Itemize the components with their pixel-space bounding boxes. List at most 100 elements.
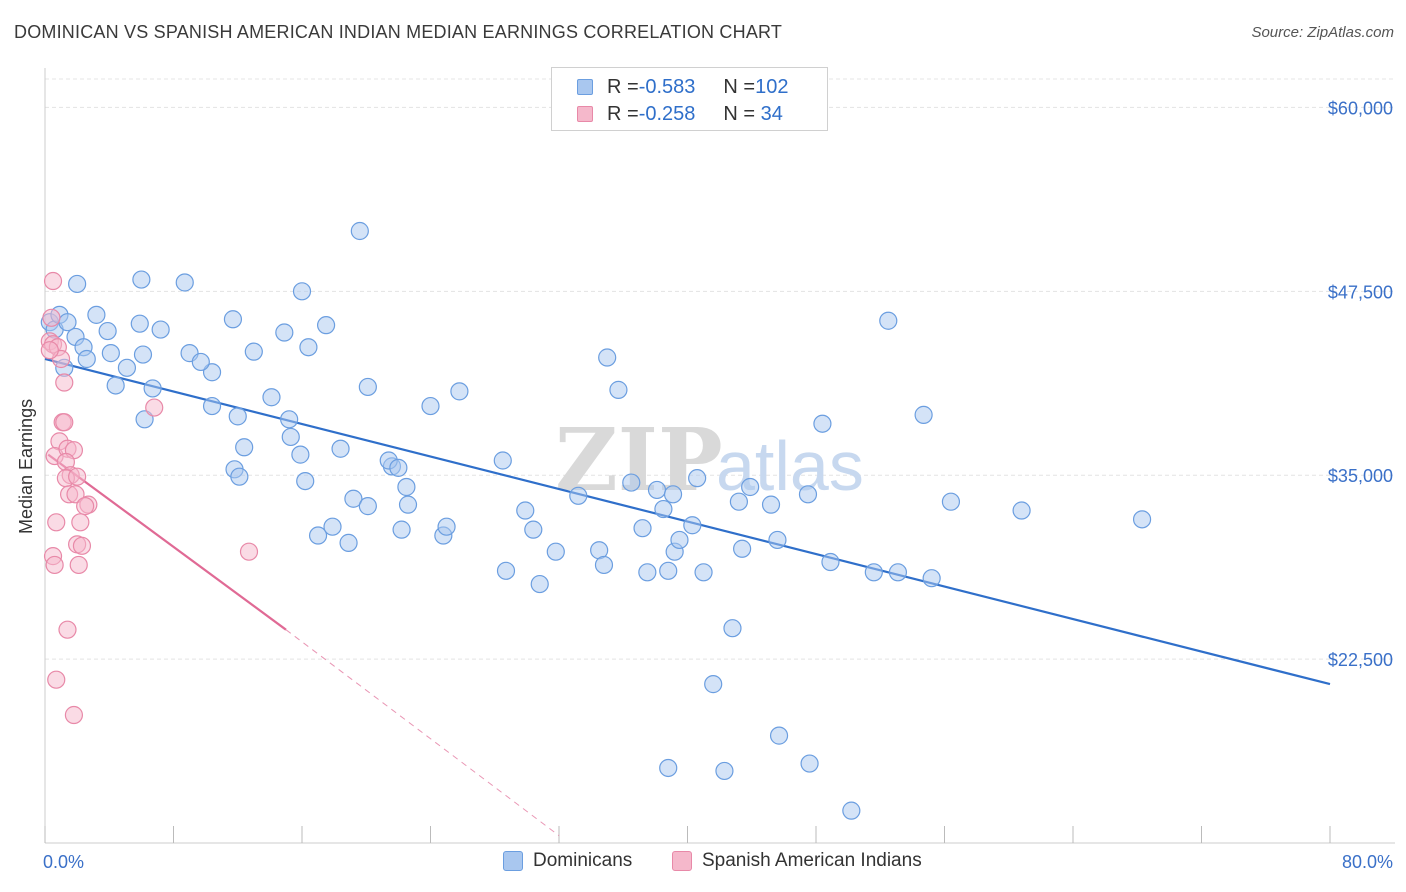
point-spanish-american-indians: [69, 555, 88, 575]
point-spanish-american-indians: [47, 670, 66, 689]
point-dominicans: [729, 492, 749, 511]
point-dominicans: [546, 542, 565, 561]
point-spanish-american-indians: [145, 398, 164, 417]
point-dominicans: [292, 282, 312, 301]
point-dominicans: [397, 477, 416, 497]
point-dominicans: [922, 569, 941, 588]
point-spanish-american-indians: [47, 513, 66, 532]
point-dominicans: [704, 675, 723, 694]
series-legend: Dominicans Spanish American Indians: [0, 850, 1406, 878]
point-spanish-american-indians: [55, 413, 74, 432]
n-value: 34: [755, 102, 783, 125]
y-axis-title: Median Earnings: [16, 398, 36, 534]
axes: [44, 68, 1395, 844]
point-spanish-american-indians: [58, 620, 77, 639]
point-dominicans: [244, 342, 263, 361]
point-dominicans: [98, 321, 117, 341]
y-tick-label: $22,500: [1328, 650, 1393, 670]
point-dominicans: [437, 517, 456, 536]
point-dominicans: [688, 469, 707, 488]
legend-label: Spanish American Indians: [702, 850, 922, 871]
point-dominicans: [262, 388, 281, 407]
point-spanish-american-indians: [43, 271, 63, 291]
point-dominicans: [151, 320, 170, 339]
point-dominicans: [569, 486, 588, 505]
point-dominicans: [493, 451, 512, 470]
point-dominicans: [358, 377, 377, 397]
point-dominicans: [941, 492, 961, 511]
correlation-legend: R = -0.583 N = 102 R = -0.258 N = 34: [551, 67, 828, 131]
point-dominicans: [135, 410, 154, 429]
point-dominicans: [202, 396, 222, 416]
legend-row-dominicans: R = -0.583 N = 102: [577, 76, 788, 98]
point-dominicans: [350, 221, 369, 241]
point-dominicans: [117, 358, 137, 377]
point-dominicans: [228, 407, 247, 426]
point-dominicans: [715, 761, 734, 781]
point-dominicans: [879, 311, 898, 330]
trend-line-extension: [285, 629, 560, 837]
point-dominicans: [230, 467, 249, 486]
r-label: R =: [607, 102, 639, 125]
point-dominicans: [68, 274, 87, 294]
point-dominicans: [683, 516, 702, 535]
point-dominicans: [769, 726, 789, 745]
point-dominicans: [842, 801, 861, 820]
point-dominicans: [106, 376, 125, 395]
y-tick-label: $60,000: [1328, 98, 1393, 118]
point-dominicans: [888, 563, 908, 582]
point-dominicans: [663, 485, 683, 504]
point-dominicans: [1012, 501, 1031, 520]
point-dominicans: [308, 526, 328, 545]
point-dominicans: [130, 314, 149, 333]
point-dominicans: [659, 758, 678, 778]
point-dominicans: [524, 520, 543, 539]
point-dominicans: [741, 477, 760, 497]
legend-label: Dominicans: [533, 850, 633, 871]
point-spanish-american-indians: [66, 485, 85, 504]
point-spanish-american-indians: [64, 705, 84, 725]
legend-item-spanish-american-indians: Spanish American Indians: [672, 850, 922, 872]
point-dominicans: [296, 471, 315, 491]
point-dominicans: [389, 458, 408, 477]
point-dominicans: [914, 405, 933, 424]
point-dominicans: [275, 323, 294, 342]
point-dominicans: [339, 533, 358, 552]
point-spanish-american-indians: [68, 467, 87, 486]
point-dominicans: [77, 349, 96, 369]
point-dominicans: [280, 410, 299, 429]
point-dominicans: [798, 485, 818, 504]
point-dominicans: [344, 489, 363, 508]
point-dominicans: [358, 497, 377, 516]
point-dominicans: [609, 380, 628, 399]
legend-item-dominicans: Dominicans: [503, 850, 632, 872]
point-dominicans: [654, 499, 673, 519]
point-dominicans: [132, 270, 151, 289]
point-dominicans: [761, 495, 781, 514]
point-dominicans: [694, 563, 713, 582]
point-dominicans: [202, 363, 222, 382]
grid-lines: [45, 78, 1395, 660]
point-spanish-american-indians: [71, 513, 90, 532]
point-dominicans: [496, 561, 516, 580]
x-tick-label-max: 80.0%: [1341, 852, 1393, 872]
point-dominicans: [638, 563, 657, 582]
point-dominicans: [133, 345, 153, 364]
point-dominicans: [398, 495, 418, 514]
point-dominicans: [223, 310, 243, 329]
n-label: N =: [723, 75, 756, 98]
chart-title: DOMINICAN VS SPANISH AMERICAN INDIAN MED…: [14, 22, 783, 42]
x-tick-label-min: 0.0%: [43, 852, 85, 872]
blue-swatch-icon: [503, 851, 523, 871]
trend-line-spanish-american-indians: [47, 453, 287, 631]
point-dominicans: [864, 563, 883, 582]
point-dominicans: [87, 305, 106, 324]
point-spanish-american-indians: [40, 341, 59, 360]
point-dominicans: [516, 501, 535, 520]
point-dominicans: [723, 619, 742, 638]
point-dominicans: [622, 473, 641, 492]
pink-swatch-icon: [577, 106, 593, 122]
n-value: 102: [755, 75, 789, 98]
point-dominicans: [191, 352, 210, 372]
